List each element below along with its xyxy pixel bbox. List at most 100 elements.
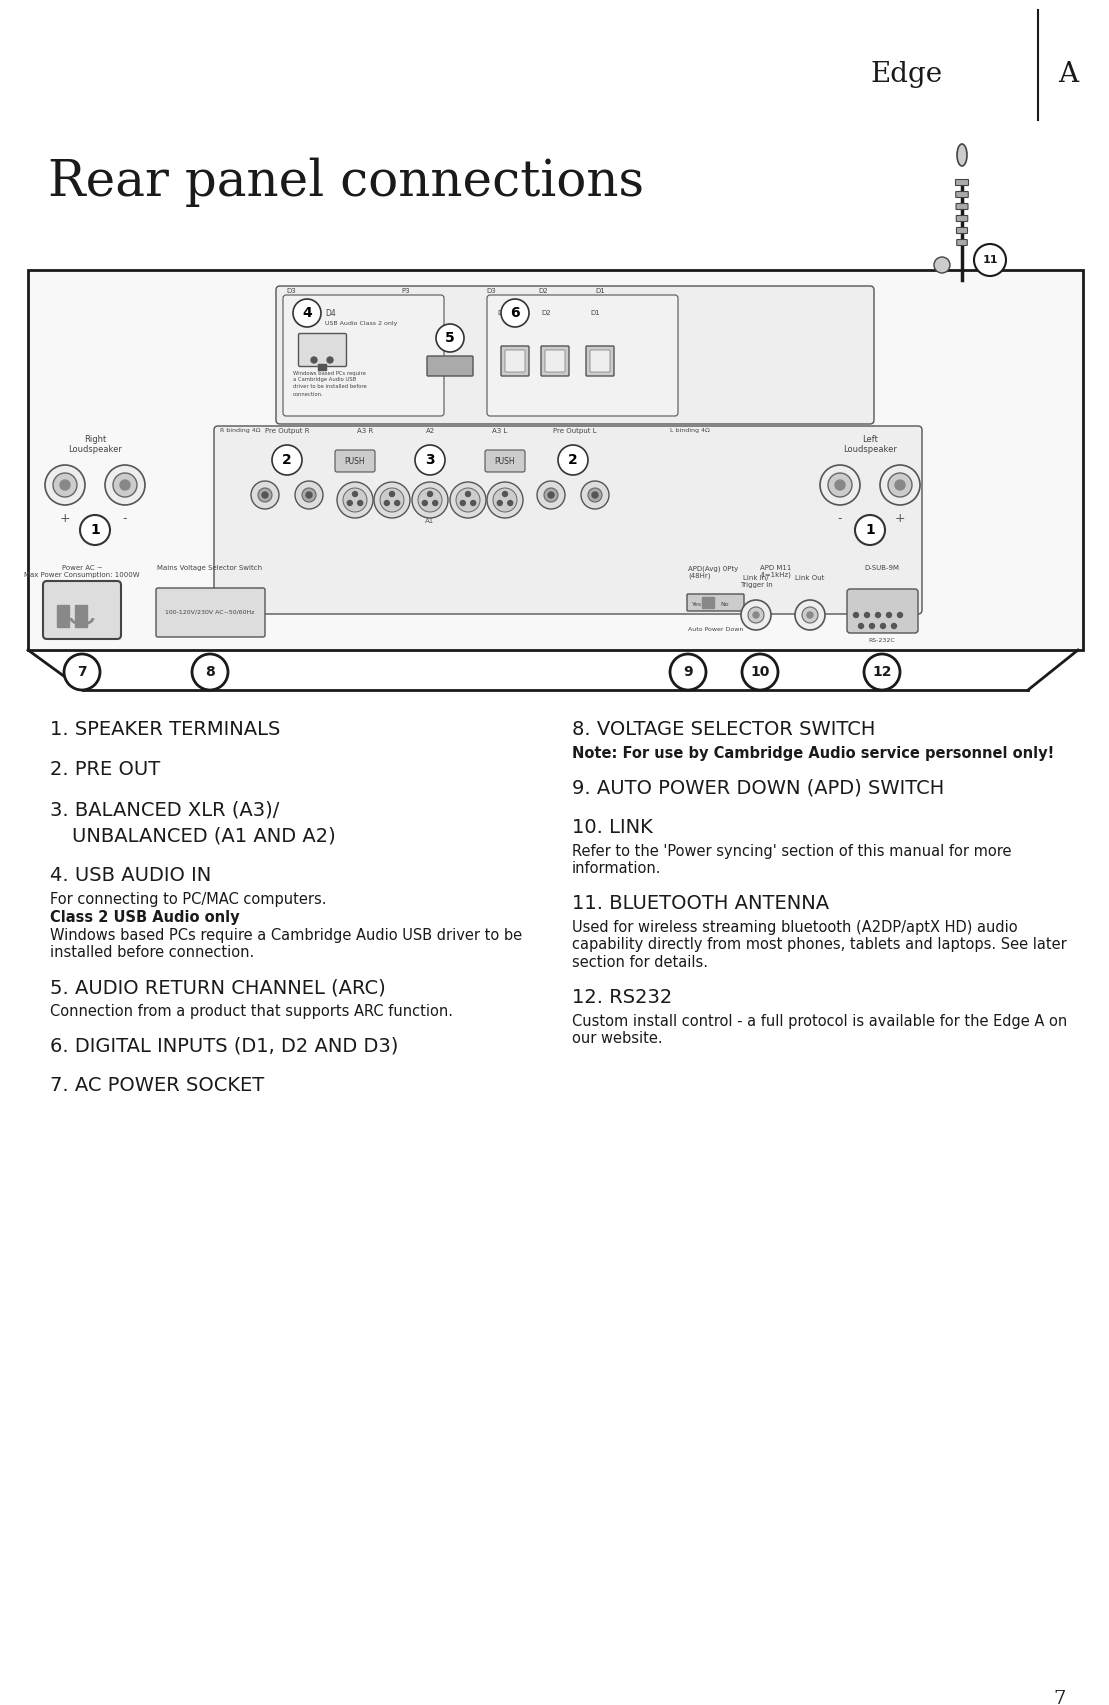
Text: Left
Loudspeaker: Left Loudspeaker <box>843 435 897 455</box>
Text: USB Audio Class 2 only: USB Audio Class 2 only <box>325 321 397 326</box>
Text: D3: D3 <box>286 288 296 293</box>
Text: 6: 6 <box>510 305 520 321</box>
Circle shape <box>347 501 353 505</box>
Circle shape <box>456 488 480 511</box>
FancyBboxPatch shape <box>43 581 121 639</box>
Text: 11: 11 <box>983 256 998 264</box>
Text: 1: 1 <box>865 523 875 537</box>
Text: 12: 12 <box>873 665 892 679</box>
Circle shape <box>795 600 825 631</box>
Text: Edge: Edge <box>869 61 943 89</box>
Text: A3 R: A3 R <box>357 428 373 435</box>
FancyBboxPatch shape <box>956 227 967 234</box>
Text: For connecting to PC/MAC computers.: For connecting to PC/MAC computers. <box>50 892 326 907</box>
Text: A2: A2 <box>426 428 435 435</box>
Text: A3 L: A3 L <box>492 428 508 435</box>
Circle shape <box>395 501 399 505</box>
Circle shape <box>753 612 759 617</box>
Text: 9. AUTO POWER DOWN (APD) SWITCH: 9. AUTO POWER DOWN (APD) SWITCH <box>572 777 944 796</box>
Text: Right
Loudspeaker: Right Loudspeaker <box>68 435 122 455</box>
Text: 12. RS232: 12. RS232 <box>572 987 672 1008</box>
Circle shape <box>747 607 764 622</box>
Circle shape <box>460 501 466 505</box>
Text: Yes: Yes <box>692 602 702 607</box>
Text: RS-232C: RS-232C <box>868 638 895 643</box>
Circle shape <box>875 612 881 617</box>
FancyBboxPatch shape <box>485 450 525 472</box>
Circle shape <box>508 501 512 505</box>
Text: D3: D3 <box>486 288 496 293</box>
Circle shape <box>45 465 85 505</box>
Circle shape <box>592 493 598 498</box>
Circle shape <box>466 491 470 496</box>
Text: 7: 7 <box>78 665 87 679</box>
Circle shape <box>105 465 145 505</box>
Circle shape <box>262 493 268 498</box>
Bar <box>318 363 326 370</box>
Text: Power AC ~
Max Power Consumption: 1000W: Power AC ~ Max Power Consumption: 1000W <box>24 564 140 578</box>
FancyBboxPatch shape <box>590 350 610 372</box>
Text: 2: 2 <box>568 454 578 467</box>
Text: APD M11
(I=1kHz): APD M11 (I=1kHz) <box>760 564 792 578</box>
Circle shape <box>854 612 858 617</box>
Text: 6. DIGITAL INPUTS (D1, D2 AND D3): 6. DIGITAL INPUTS (D1, D2 AND D3) <box>50 1037 398 1055</box>
Text: Note: For use by Cambridge Audio service personnel only!: Note: For use by Cambridge Audio service… <box>572 747 1055 760</box>
Text: 7: 7 <box>1054 1690 1066 1705</box>
Circle shape <box>436 324 464 351</box>
Text: P3: P3 <box>401 288 410 293</box>
Text: 1. SPEAKER TERMINALS: 1. SPEAKER TERMINALS <box>50 720 281 738</box>
Text: Windows based PCs require a Cambridge Audio USB driver to be
installed before co: Windows based PCs require a Cambridge Au… <box>50 928 522 960</box>
Text: Custom install control - a full protocol is available for the Edge A on
our webs: Custom install control - a full protocol… <box>572 1014 1067 1047</box>
FancyBboxPatch shape <box>847 588 918 633</box>
Circle shape <box>470 501 476 505</box>
Text: -: - <box>837 512 842 525</box>
Text: driver to be installed before: driver to be installed before <box>293 385 367 389</box>
Circle shape <box>374 483 410 518</box>
Circle shape <box>433 501 438 505</box>
Text: Mains Voltage Selector Switch: Mains Voltage Selector Switch <box>157 564 263 571</box>
Circle shape <box>581 481 609 510</box>
Circle shape <box>588 488 602 501</box>
FancyBboxPatch shape <box>283 295 444 416</box>
Circle shape <box>502 491 508 496</box>
Circle shape <box>423 501 427 505</box>
Text: No: No <box>720 602 729 607</box>
Bar <box>57 605 69 627</box>
FancyBboxPatch shape <box>956 179 968 186</box>
FancyBboxPatch shape <box>957 239 967 246</box>
Circle shape <box>897 612 903 617</box>
Circle shape <box>548 493 554 498</box>
Text: 4: 4 <box>302 305 312 321</box>
Circle shape <box>306 493 312 498</box>
Text: 3: 3 <box>425 454 435 467</box>
Circle shape <box>60 481 70 489</box>
Circle shape <box>358 501 363 505</box>
Circle shape <box>53 472 77 496</box>
Circle shape <box>537 481 564 510</box>
Circle shape <box>258 488 272 501</box>
Circle shape <box>807 612 813 617</box>
Bar <box>75 605 87 627</box>
Text: UNBALANCED (A1 AND A2): UNBALANCED (A1 AND A2) <box>72 825 336 846</box>
Text: 100-120V/230V AC~50/60Hz: 100-120V/230V AC~50/60Hz <box>165 610 255 616</box>
FancyBboxPatch shape <box>28 269 1083 650</box>
Text: Windows based PCs require: Windows based PCs require <box>293 370 366 375</box>
Circle shape <box>501 298 529 327</box>
Circle shape <box>418 488 442 511</box>
Text: 1: 1 <box>90 523 100 537</box>
FancyBboxPatch shape <box>276 286 874 425</box>
Circle shape <box>113 472 138 496</box>
Text: Link In/
Trigger In: Link In/ Trigger In <box>740 575 772 588</box>
Text: 3. BALANCED XLR (A3)/: 3. BALANCED XLR (A3)/ <box>50 800 279 818</box>
Circle shape <box>272 445 302 476</box>
Text: connection.: connection. <box>293 392 324 397</box>
Bar <box>702 597 714 609</box>
Circle shape <box>385 501 389 505</box>
Circle shape <box>413 483 448 518</box>
FancyBboxPatch shape <box>686 593 744 610</box>
Text: D-SUB-9M: D-SUB-9M <box>865 564 899 571</box>
Circle shape <box>802 607 818 622</box>
FancyBboxPatch shape <box>501 346 529 377</box>
Circle shape <box>343 488 367 511</box>
Circle shape <box>327 356 333 363</box>
